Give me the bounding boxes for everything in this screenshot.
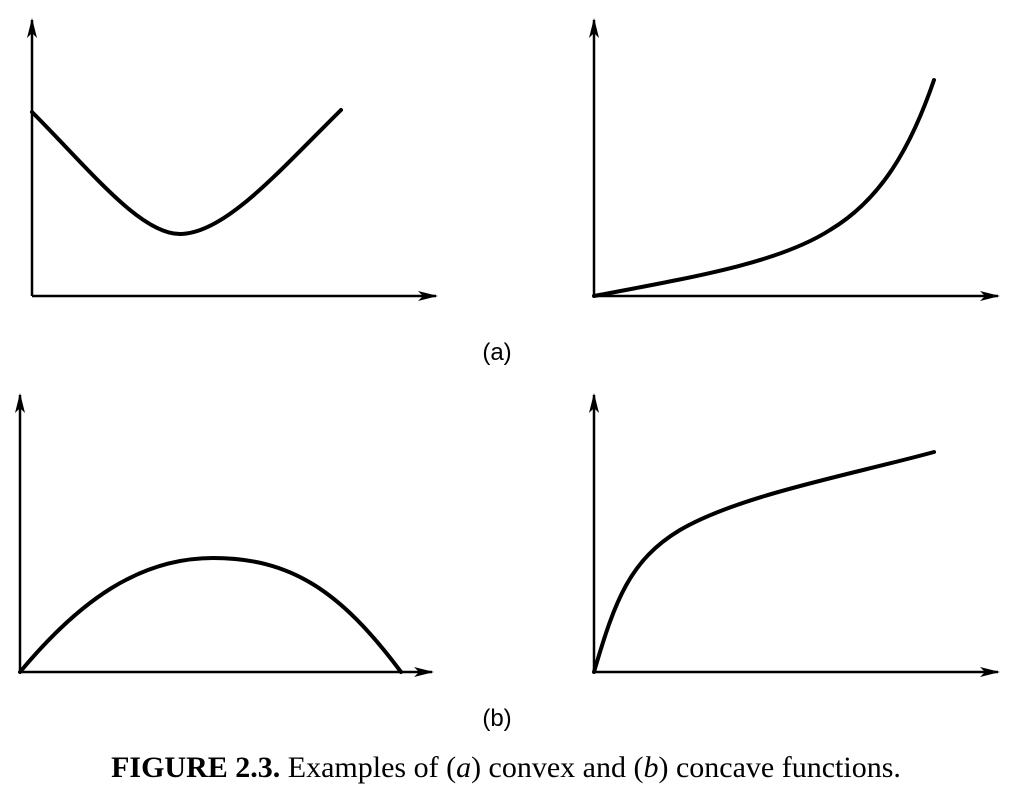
plot-concave-1 bbox=[15, 393, 434, 677]
panel-label: (a) bbox=[482, 339, 511, 366]
caption-text: a bbox=[456, 751, 471, 784]
caption-text: ) concave functions. bbox=[659, 751, 901, 784]
caption-label: FIGURE 2.3. bbox=[111, 751, 280, 784]
caption-text: b bbox=[644, 751, 659, 784]
caption: FIGURE 2.3. Examples of (a) convex and (… bbox=[111, 751, 901, 784]
caption-text: Examples of ( bbox=[288, 751, 456, 784]
plot-concave-2 bbox=[589, 393, 1000, 677]
panel-label: (b) bbox=[482, 705, 511, 732]
plot-convex-2 bbox=[589, 18, 1000, 301]
curve bbox=[30, 108, 343, 237]
plot-convex-1 bbox=[27, 18, 438, 301]
curve bbox=[18, 555, 403, 674]
curve bbox=[592, 450, 936, 674]
curve bbox=[592, 78, 936, 298]
caption-text: ) convex and ( bbox=[471, 751, 643, 784]
